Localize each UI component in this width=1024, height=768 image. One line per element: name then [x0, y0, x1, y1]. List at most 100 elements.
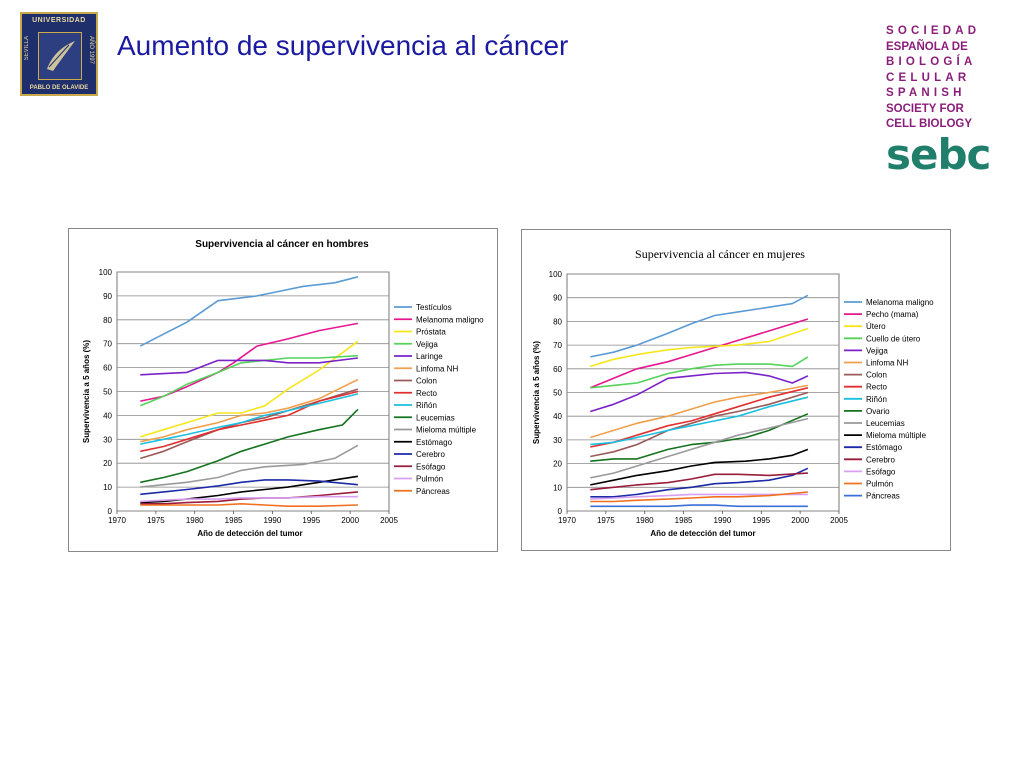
x-axis-label: Año de detección del tumor [197, 529, 302, 538]
y-tick-label: 0 [108, 507, 113, 516]
series-line [590, 391, 809, 458]
series-line [589, 318, 809, 389]
series-line [590, 413, 809, 462]
legend-entry: Cerebro [416, 450, 445, 459]
series-line [590, 493, 808, 500]
x-tick-label: 1980 [636, 516, 654, 525]
y-tick-label: 50 [103, 388, 112, 397]
y-tick-label: 10 [553, 483, 562, 492]
legend-entry: Colon [866, 371, 887, 380]
legend-entry: Útero [866, 322, 886, 331]
legend-entry: Colon [416, 377, 437, 386]
y-tick-label: 90 [553, 294, 562, 303]
legend-entry: Páncreas [866, 492, 900, 501]
x-tick-label: 1995 [302, 516, 320, 525]
chart-title: Supervivencia al cáncer en hombres [195, 239, 369, 250]
series-line [590, 384, 809, 439]
legend-entry: Cuello de útero [866, 334, 921, 343]
legend-entry: Pulmón [416, 475, 443, 484]
logo-left-text: SEVILLA [24, 36, 30, 61]
y-tick-label: 0 [558, 507, 563, 516]
legend-entry: Recto [866, 383, 887, 392]
legend-entry: Linfoma NH [866, 359, 908, 368]
series-line [590, 448, 809, 486]
x-tick-label: 1990 [714, 516, 732, 525]
university-logo: UNIVERSIDAD SEVILLA AÑO 1997 PABLO DE OL… [20, 12, 98, 96]
legend-entry: Laringe [416, 352, 443, 361]
y-tick-label: 20 [103, 459, 112, 468]
series-line [590, 396, 809, 446]
series-line [140, 340, 359, 438]
series-line [590, 371, 809, 413]
logo-top-text: UNIVERSIDAD [32, 17, 86, 24]
y-tick-label: 80 [553, 317, 562, 326]
legend-entry: Esófago [416, 462, 446, 471]
legend-entry: Recto [416, 389, 437, 398]
y-tick-label: 70 [103, 340, 112, 349]
y-tick-label: 40 [553, 412, 562, 421]
series-line [590, 294, 809, 358]
chart-women-svg: Supervivencia al cáncer en mujeres 0 10 20 3… [532, 247, 934, 538]
series-line [140, 378, 359, 443]
x-tick-label: 1985 [675, 516, 693, 525]
y-axis-label: Supervivencia a 5 años (%) [82, 340, 91, 443]
sebc-line-3: BIOLOGÍA [886, 56, 977, 68]
y-tick-label: 20 [553, 460, 562, 469]
x-tick-label: 1990 [264, 516, 282, 525]
legend-entry: Vejiga [416, 340, 438, 349]
x-tick-label: 1995 [752, 516, 770, 525]
sebc-line-2: ESPAÑOLA DE [886, 40, 968, 53]
sebc-line-7: CELL BIOLOGY [886, 118, 973, 130]
y-tick-label: 40 [103, 411, 112, 420]
series-line [590, 472, 808, 491]
x-tick-label: 1985 [225, 516, 243, 525]
x-tick-label: 1975 [147, 516, 165, 525]
series-line [140, 479, 358, 496]
legend-entry: Ovario [866, 407, 890, 416]
x-tick-label: 2005 [830, 516, 848, 525]
slide-title: Aumento de supervivencia al cáncer [117, 30, 569, 61]
x-tick-label: 2005 [380, 516, 398, 525]
series-line [590, 417, 809, 479]
legend-entry: Estómago [416, 438, 453, 447]
series-line [140, 357, 358, 376]
y-tick-label: 100 [549, 270, 563, 279]
x-tick-label: 1970 [558, 516, 576, 525]
series-line [590, 491, 808, 503]
series-line [139, 276, 359, 347]
series-line [590, 504, 808, 508]
x-tick-label: 2000 [341, 516, 359, 525]
legend-entry: Mieloma múltiple [416, 426, 477, 435]
legend-entry: Pulmón [866, 480, 893, 489]
sebc-line-4: CELULAR [886, 71, 971, 84]
sebc-line-6: SOCIETY FOR [886, 102, 964, 115]
legend-entry: Leucemias [416, 413, 455, 422]
series-line [139, 354, 358, 407]
legend-entry: Leucemias [866, 419, 905, 428]
legend-entry: Melanoma maligno [866, 298, 934, 307]
y-tick-label: 70 [553, 341, 562, 350]
logo-bottom-text: PABLO DE OLAVIDE [29, 85, 89, 91]
y-tick-label: 50 [553, 389, 562, 398]
series-line [140, 503, 358, 507]
y-tick-label: 10 [103, 483, 112, 492]
series-line [140, 408, 359, 484]
chart-women: Supervivencia al cáncer en mujeres 0 10 20 3… [521, 229, 951, 551]
series-line [140, 444, 359, 488]
y-tick-label: 60 [103, 364, 112, 373]
legend-entry: Páncreas [416, 487, 450, 496]
sebc-logo: SOCIEDAD ESPAÑOLA DE BIOLOGÍA CELULAR SP… [886, 24, 996, 177]
series-line [590, 327, 809, 368]
y-tick-label: 30 [553, 436, 562, 445]
legend-entry: Melanoma maligno [416, 315, 484, 324]
sebc-line-1: SOCIEDAD [886, 25, 981, 37]
sebc-line-5: SPANISH [886, 87, 966, 99]
legend-entry: Pecho (mama) [866, 310, 919, 319]
x-tick-label: 1980 [186, 516, 204, 525]
legend-entry: Testículos [416, 303, 452, 312]
y-tick-label: 90 [103, 292, 112, 301]
legend-entry: Esófago [866, 467, 896, 476]
legend-entry: Próstata [416, 328, 446, 337]
legend-entry: Cerebro [866, 455, 895, 464]
y-tick-label: 60 [553, 365, 562, 374]
